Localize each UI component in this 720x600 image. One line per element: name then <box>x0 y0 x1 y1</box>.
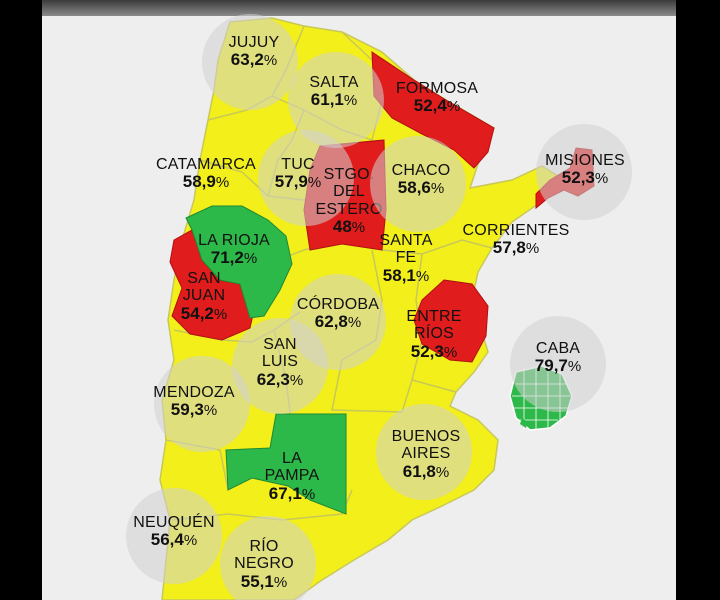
label-corrientes: CORRIENTES 57,8% <box>463 222 570 258</box>
salta-value: 61,1% <box>310 90 358 110</box>
formosa-shape <box>371 51 495 169</box>
catamarca-name: CATAMARCA <box>156 156 256 173</box>
jujuy-value: 63,2% <box>230 50 278 70</box>
badge-jujuy <box>202 14 298 110</box>
caba-name: CABA <box>535 340 581 357</box>
label-mendoza: MENDOZA 59,3% <box>153 384 234 420</box>
label-santa-fe: SANTA FE 58,1% <box>379 232 432 285</box>
entre-rios-line-2: RÍOS <box>414 325 454 343</box>
la-pampa-line-1: LA <box>282 450 302 467</box>
stgo-line-1: STGO. <box>323 166 375 183</box>
chaco-name: CHACO <box>391 162 451 179</box>
formosa-name: FORMOSA <box>395 80 479 97</box>
buenos-aires-value: 61,8% <box>402 461 450 481</box>
label-salta: SALTA 61,1% <box>309 74 358 110</box>
label-caba: CABA 79,7% <box>535 340 581 376</box>
badge-chaco <box>370 136 466 232</box>
tucuman-name: TUC <box>281 156 315 173</box>
jujuy-name: JUJUY <box>228 34 280 51</box>
label-la-rioja: LA RIOJA 71,2% <box>198 232 270 268</box>
badge-neuquen <box>126 488 222 584</box>
formosa-value: 52,4% <box>413 96 461 116</box>
misiones-value: 52,3% <box>561 168 609 188</box>
cordoba-value: 62,8% <box>314 312 362 332</box>
la-pampa-value: 67,1% <box>268 483 316 503</box>
label-entre-rios: ENTRE RÍOS 52,3% <box>406 308 461 361</box>
san-juan-line-1: SAN <box>187 270 221 287</box>
la-pampa-line-2: PAMPA <box>264 467 320 485</box>
label-jujuy: JUJUY 63,2% <box>229 34 280 70</box>
rio-negro-line-2: NEGRO <box>234 555 294 573</box>
rio-negro-value: 55,1% <box>240 571 288 591</box>
san-luis-line-1: SAN <box>263 336 297 353</box>
santa-fe-line-1: SANTA <box>379 232 433 249</box>
label-san-juan: SAN JUAN 54,2% <box>181 270 227 323</box>
badge-buenos-aires <box>376 404 472 500</box>
stgo-del-estero-value: 48% <box>332 216 366 236</box>
label-san-luis: SAN LUIS 62,3% <box>257 336 303 389</box>
catamarca-value: 58,9% <box>182 172 230 192</box>
mendoza-name: MENDOZA <box>153 384 235 401</box>
caba-value: 79,7% <box>534 356 582 376</box>
neuquen-name: NEUQUÉN <box>133 514 215 531</box>
entre-rios-line-1: ENTRE <box>406 308 462 325</box>
label-neuquen: NEUQUÉN 56,4% <box>133 514 214 550</box>
cordoba-name: CÓRDOBA <box>296 296 380 313</box>
label-buenos-aires: BUENOS AIRES 61,8% <box>392 428 461 481</box>
chaco-value: 58,6% <box>397 178 445 198</box>
badge-tucuman <box>258 130 354 226</box>
la-rioja-name: LA RIOJA <box>198 232 270 249</box>
map-canvas: JUJUY 63,2% SALTA 61,1% FORMOSA 52,4% MI… <box>42 0 676 600</box>
la-rioja-shape <box>185 205 293 319</box>
label-chaco: CHACO 58,6% <box>392 162 451 198</box>
la-pampa-shape <box>225 413 347 515</box>
buenos-aires-line-1: BUENOS <box>391 428 461 445</box>
santa-fe-value: 58,1% <box>382 265 430 285</box>
misiones-name: MISIONES <box>545 152 625 169</box>
badge-misiones <box>536 124 632 220</box>
la-rioja-value: 71,2% <box>210 248 258 268</box>
label-tucuman: TUC 57,9% <box>275 156 321 192</box>
buenos-aires-line-2: AIRES <box>401 445 451 463</box>
salta-name: SALTA <box>309 74 359 91</box>
label-cordoba: CÓRDOBA 62,8% <box>297 296 379 332</box>
san-juan-value: 54,2% <box>180 303 228 323</box>
label-la-pampa: LA PAMPA 67,1% <box>265 450 320 503</box>
san-luis-line-2: LUIS <box>261 353 299 371</box>
label-rio-negro: RÍO NEGRO 55,1% <box>234 538 294 591</box>
stgo-line-2: DEL <box>333 183 365 201</box>
label-stgo-del-estero: STGO. DEL ESTERO 48% <box>316 166 383 236</box>
label-misiones: MISIONES 52,3% <box>545 152 625 188</box>
top-bar <box>42 0 676 16</box>
badge-caba <box>510 316 606 412</box>
neuquen-value: 56,4% <box>150 530 198 550</box>
label-formosa: FORMOSA 52,4% <box>396 80 478 116</box>
corrientes-name: CORRIENTES <box>462 222 570 239</box>
label-catamarca: CATAMARCA 58,9% <box>156 156 256 192</box>
san-luis-value: 62,3% <box>256 369 304 389</box>
entre-rios-shape <box>413 279 489 363</box>
badge-mendoza <box>154 356 250 452</box>
san-juan-line-2: JUAN <box>182 287 226 305</box>
mendoza-value: 59,3% <box>170 400 218 420</box>
corrientes-value: 57,8% <box>492 238 540 258</box>
rio-negro-line-1: RÍO <box>249 538 279 555</box>
stgo-line-3: ESTERO <box>315 200 383 218</box>
tucuman-value: 57,9% <box>274 172 322 192</box>
island-shape <box>520 418 528 428</box>
santa-fe-line-2: FE <box>395 249 417 267</box>
entre-rios-value: 52,3% <box>410 341 458 361</box>
badge-rio-negro <box>220 516 316 600</box>
